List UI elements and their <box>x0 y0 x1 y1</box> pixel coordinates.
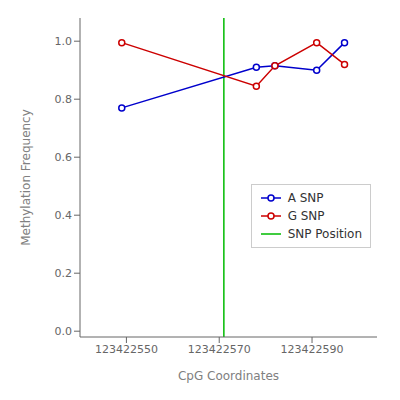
html-text:A SNP: A SNP <box>287 191 324 205</box>
svg-text:CpG Coordinates: CpG Coordinates <box>178 369 279 383</box>
svg-text:0.0: 0.0 <box>55 325 73 338</box>
svg-text:Methylation Frequency: Methylation Frequency <box>19 109 33 246</box>
html-text:SNP Position: SNP Position <box>287 227 362 241</box>
svg-text:123422570: 123422570 <box>188 343 251 356</box>
svg-text:1.0: 1.0 <box>55 35 73 48</box>
svg-text:123422550: 123422550 <box>95 343 158 356</box>
svg-text:0.4: 0.4 <box>55 209 73 222</box>
html-text:G SNP: G SNP <box>287 209 325 223</box>
svg-text:0.6: 0.6 <box>55 151 73 164</box>
svg-text:0.8: 0.8 <box>55 93 73 106</box>
svg-text:123422590: 123422590 <box>281 343 344 356</box>
svg-text:0.2: 0.2 <box>55 267 73 280</box>
